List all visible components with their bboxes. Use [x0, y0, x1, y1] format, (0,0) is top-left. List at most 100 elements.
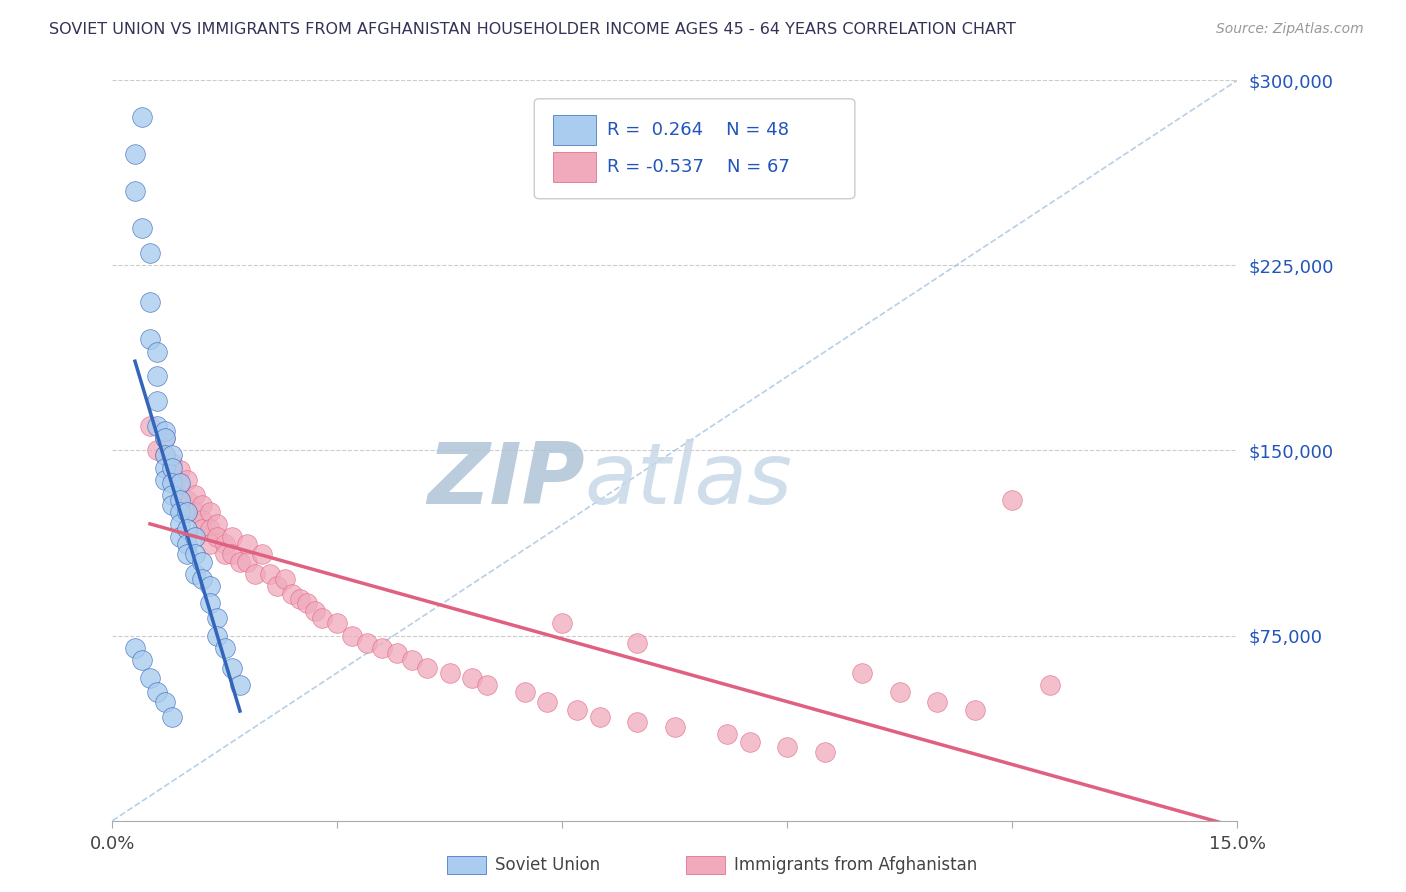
- Point: [198, 537, 221, 551]
- Point: [927, 695, 949, 709]
- Text: Immigrants from Afghanistan: Immigrants from Afghanistan: [734, 856, 977, 874]
- Point: [169, 492, 191, 507]
- Point: [626, 714, 648, 729]
- Point: [191, 498, 214, 512]
- Point: [176, 505, 198, 519]
- Point: [153, 695, 176, 709]
- Point: [814, 745, 837, 759]
- Point: [131, 111, 153, 125]
- Point: [589, 710, 612, 724]
- Point: [851, 665, 873, 680]
- Point: [153, 449, 176, 463]
- Point: [567, 703, 589, 717]
- Point: [176, 505, 198, 519]
- Point: [169, 517, 191, 532]
- Point: [477, 678, 499, 692]
- Point: [716, 727, 738, 741]
- Point: [124, 640, 146, 655]
- Point: [162, 710, 184, 724]
- FancyBboxPatch shape: [534, 99, 855, 199]
- Point: [266, 579, 288, 593]
- Point: [153, 431, 176, 445]
- Point: [664, 720, 686, 734]
- Point: [139, 332, 162, 346]
- Point: [198, 505, 221, 519]
- Point: [416, 660, 439, 674]
- Point: [342, 628, 364, 642]
- Point: [176, 523, 198, 537]
- Point: [184, 547, 207, 561]
- Point: [139, 671, 162, 685]
- Point: [153, 449, 176, 463]
- Point: [139, 246, 162, 260]
- Text: SOVIET UNION VS IMMIGRANTS FROM AFGHANISTAN HOUSEHOLDER INCOME AGES 45 - 64 YEAR: SOVIET UNION VS IMMIGRANTS FROM AFGHANIS…: [49, 22, 1017, 37]
- Point: [288, 591, 311, 606]
- Point: [311, 611, 333, 625]
- Point: [176, 537, 198, 551]
- Point: [889, 685, 911, 699]
- Point: [169, 530, 191, 544]
- Point: [221, 547, 243, 561]
- Point: [297, 597, 319, 611]
- Point: [738, 734, 761, 748]
- Point: [198, 579, 221, 593]
- Point: [626, 636, 648, 650]
- Point: [153, 473, 176, 487]
- Point: [146, 394, 169, 409]
- Point: [207, 517, 229, 532]
- Point: [198, 523, 221, 537]
- Point: [207, 628, 229, 642]
- Point: [153, 424, 176, 438]
- Point: [191, 523, 214, 537]
- Point: [221, 530, 243, 544]
- Point: [439, 665, 461, 680]
- Point: [214, 640, 236, 655]
- Point: [1001, 492, 1024, 507]
- Point: [124, 184, 146, 198]
- Point: [281, 586, 304, 600]
- Point: [153, 460, 176, 475]
- Point: [146, 443, 169, 458]
- Point: [169, 463, 191, 477]
- Point: [229, 554, 252, 569]
- Point: [146, 685, 169, 699]
- Text: Source: ZipAtlas.com: Source: ZipAtlas.com: [1216, 22, 1364, 37]
- Point: [963, 703, 986, 717]
- Point: [131, 221, 153, 235]
- Text: atlas: atlas: [585, 439, 793, 522]
- Point: [176, 492, 198, 507]
- Point: [229, 678, 252, 692]
- Point: [169, 475, 191, 490]
- Point: [139, 418, 162, 433]
- Point: [252, 547, 274, 561]
- Point: [198, 597, 221, 611]
- Point: [146, 344, 169, 359]
- Point: [191, 554, 214, 569]
- Point: [1039, 678, 1062, 692]
- Point: [176, 547, 198, 561]
- Point: [221, 660, 243, 674]
- Point: [124, 147, 146, 161]
- Text: Soviet Union: Soviet Union: [495, 856, 600, 874]
- Point: [162, 456, 184, 470]
- Text: R = -0.537    N = 67: R = -0.537 N = 67: [607, 158, 790, 176]
- Point: [236, 537, 259, 551]
- Point: [162, 488, 184, 502]
- Point: [184, 488, 207, 502]
- Point: [274, 572, 297, 586]
- Point: [191, 512, 214, 526]
- Point: [162, 449, 184, 463]
- Point: [356, 636, 378, 650]
- Point: [776, 739, 799, 754]
- Point: [162, 468, 184, 483]
- Point: [169, 480, 191, 494]
- Point: [236, 554, 259, 569]
- Point: [146, 369, 169, 384]
- Point: [153, 431, 176, 445]
- Point: [162, 460, 184, 475]
- Point: [259, 566, 281, 581]
- Point: [169, 505, 191, 519]
- Point: [176, 473, 198, 487]
- Point: [536, 695, 558, 709]
- Point: [304, 604, 326, 618]
